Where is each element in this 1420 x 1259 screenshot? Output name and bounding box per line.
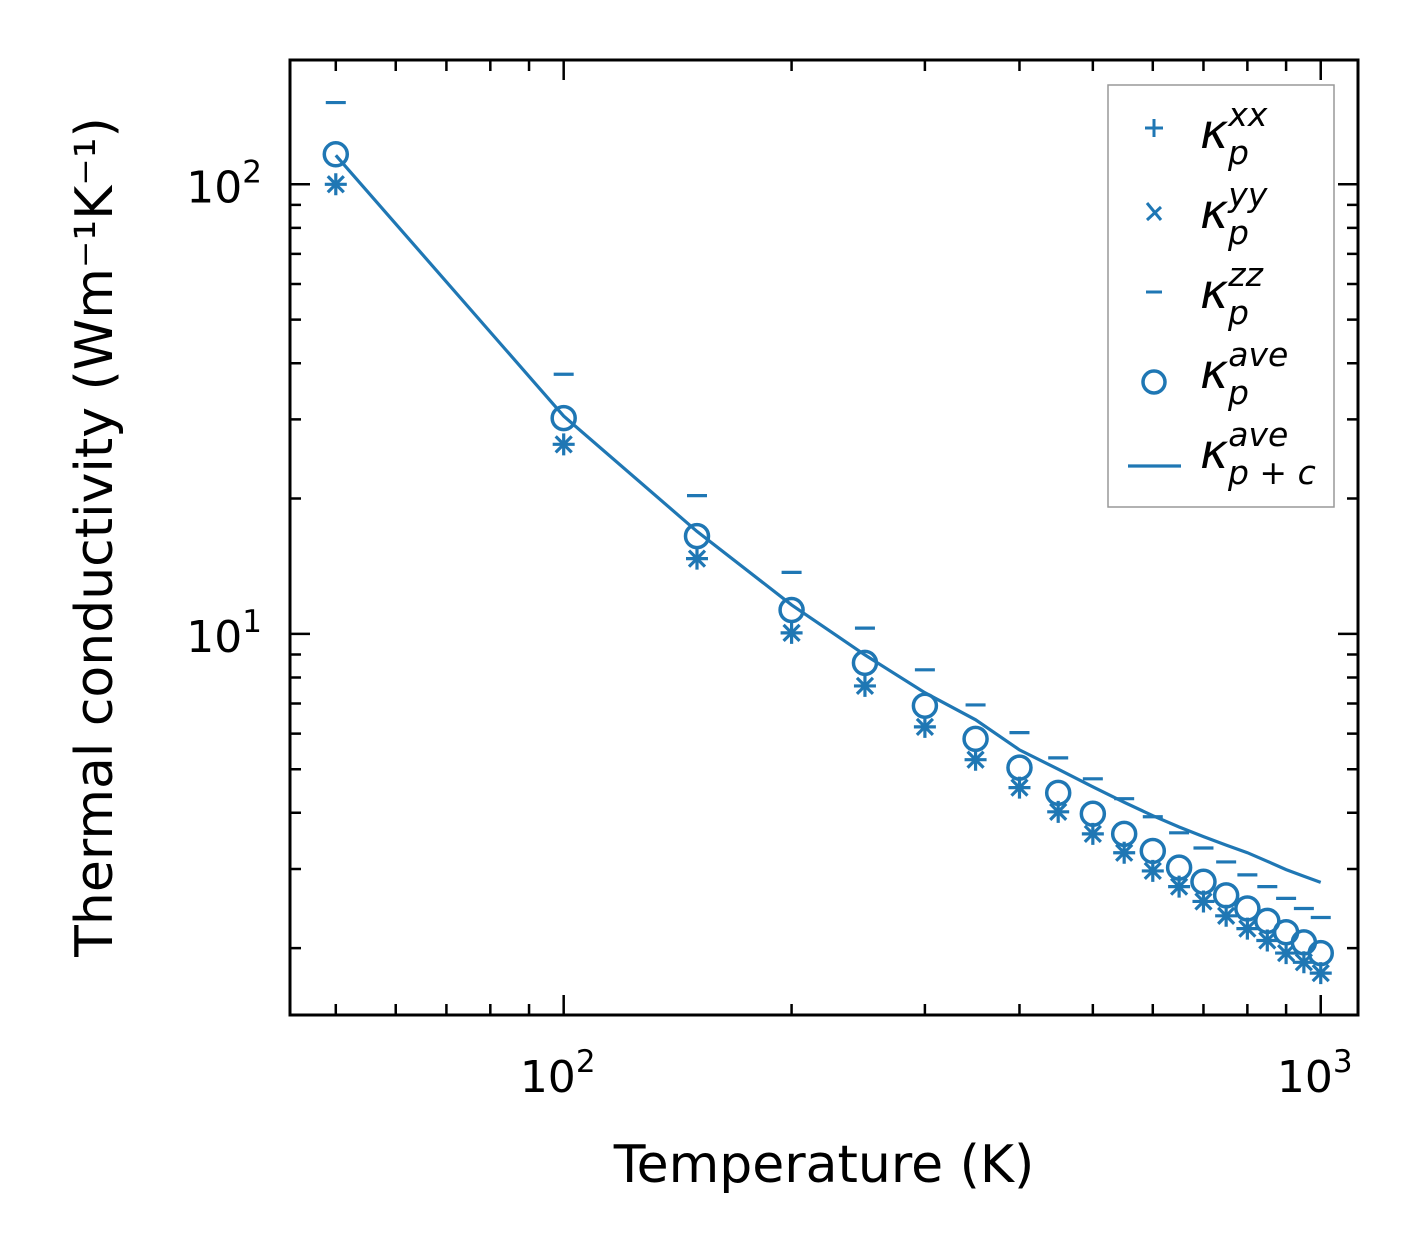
data-point-circle [550, 404, 577, 432]
data-point-circle [1079, 800, 1107, 828]
data-point-x [1169, 877, 1189, 896]
legend-label: κzz p [1200, 255, 1264, 332]
data-point-circle [1254, 907, 1281, 935]
tick-exponent: 1 [242, 604, 262, 640]
legend-kappa: κ [1200, 104, 1229, 160]
tick-base: 10 [520, 1052, 576, 1103]
tick-base: 10 [1277, 1052, 1333, 1103]
data-point-x [1217, 906, 1236, 925]
tick-base: 10 [186, 162, 242, 213]
data-point-x [326, 175, 345, 194]
data-point-circle [1234, 895, 1261, 922]
legend-label: κyy p [1200, 175, 1268, 252]
legend-kappa: κ [1200, 264, 1229, 320]
data-point-circle [1006, 754, 1033, 781]
axis-ticks [290, 60, 1358, 1015]
data-point-x [1143, 861, 1162, 881]
legend-subscript: p + c [1227, 453, 1316, 492]
data-point-circle [1044, 779, 1072, 807]
data-point-x [915, 717, 935, 737]
legend-superscript: ave [1228, 415, 1288, 454]
y-tick-label: 102 [186, 154, 262, 213]
data-point-circle [1290, 929, 1318, 956]
legend-label: κave p + c [1200, 415, 1316, 492]
series-circle [322, 141, 1334, 967]
legend-label: κave p [1200, 335, 1288, 412]
data-point-circle [1110, 820, 1138, 848]
tick-base: 10 [186, 612, 242, 663]
data-point-circle [322, 141, 350, 168]
data-point-x [1010, 778, 1029, 797]
data-point-circle [683, 522, 711, 550]
data-point-x [1258, 931, 1277, 950]
legend-kappa: κ [1200, 344, 1229, 400]
data-point-circle [1190, 868, 1217, 895]
legend-item: κzz p [1146, 255, 1264, 332]
data-point-x [687, 549, 707, 568]
data-point-x [1083, 824, 1102, 844]
series-line [334, 154, 1322, 884]
y-tick-label: 101 [186, 604, 262, 663]
data-point-x [966, 750, 985, 769]
legend-subscript: p [1227, 133, 1249, 172]
plot-marks [322, 100, 1334, 985]
data-point-x [1115, 843, 1134, 862]
data-point-x [1049, 802, 1068, 821]
tick-exponent: 3 [1333, 1044, 1353, 1080]
legend-kappa: κ [1200, 424, 1229, 480]
data-point-x [1194, 892, 1213, 911]
data-point-circle [962, 725, 989, 753]
legend-subscript: p [1227, 213, 1249, 252]
series-line [334, 154, 1322, 884]
legend-superscript: ave [1228, 335, 1288, 374]
data-point-circle [778, 596, 805, 624]
data-point-x [1311, 963, 1330, 983]
series-x [326, 175, 1330, 983]
legend-subscript: p [1227, 293, 1249, 332]
legend-frame [1107, 84, 1335, 508]
legend-circle-icon [1141, 369, 1167, 395]
plot-frame [288, 58, 1360, 1017]
data-point-circle [1307, 939, 1334, 967]
data-point-circle [1212, 882, 1240, 909]
series-hline [325, 100, 1331, 920]
data-point-x [554, 435, 573, 454]
legend-superscript: yy [1227, 175, 1268, 214]
legend-item: κyy p [1145, 175, 1268, 252]
tick-exponent: 2 [242, 154, 262, 190]
data-point-circle [1139, 837, 1167, 865]
legend-x-icon [1145, 202, 1163, 222]
legend-kappa: κ [1200, 184, 1229, 240]
data-point-x [1276, 943, 1296, 963]
legend-item: κxx p [1145, 95, 1268, 172]
legend-item: κave p [1141, 335, 1288, 412]
data-point-x [855, 676, 875, 696]
x-tick-label: 102 [520, 1044, 596, 1103]
x-axis-label: Temperature (K) [613, 1135, 1035, 1195]
legend-superscript: xx [1227, 95, 1268, 134]
data-point-x [782, 623, 801, 643]
data-point-circle [1165, 854, 1193, 881]
legend-superscript: zz [1227, 255, 1263, 294]
y-axis-label: Thermal conductivity (Wm⁻¹K⁻¹) [65, 117, 125, 958]
data-point-x [1238, 919, 1257, 938]
tick-exponent: 2 [576, 1044, 596, 1080]
legend-subscript: p [1227, 373, 1249, 412]
legend-plus-icon [1145, 119, 1163, 137]
legend-item: κave p + c [1128, 415, 1316, 492]
legend-label: κxx p [1200, 95, 1268, 172]
x-tick-label: 103 [1277, 1044, 1353, 1103]
